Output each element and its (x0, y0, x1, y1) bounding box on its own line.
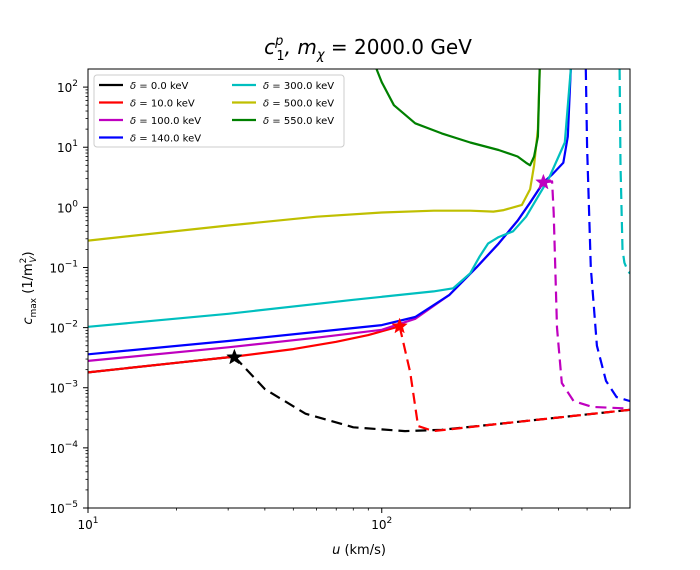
series-4-dashed-line (618, 69, 630, 275)
y-axis-label-var: c (21, 317, 36, 324)
y-tick-label-6: 101 (57, 139, 78, 155)
plot-frame (87, 68, 631, 509)
y-tick-label-4: 10−1 (49, 259, 78, 275)
series-layer (88, 69, 630, 433)
series-1-dashed-line (398, 326, 630, 433)
series-3-dashed-line (584, 69, 630, 403)
y-axis-label-unit-sub: V (29, 256, 39, 263)
y-axis-label-sub: max (29, 297, 39, 317)
series-3-solid-line (88, 69, 572, 356)
y-tick-label-7: 102 (57, 79, 78, 95)
x-axis-label-unit: (km/s) (340, 543, 386, 558)
y-axis-label-unit-sup: 2 (19, 258, 29, 264)
series-4-solid-line (88, 69, 572, 328)
title-subscript: 1 (276, 49, 284, 64)
x-tick-label-0: 101 (77, 516, 98, 532)
title-mass-subscript: χ (316, 48, 326, 63)
x-tick-label-1: 102 (371, 516, 392, 532)
series-2-star-marker (535, 173, 552, 190)
series-6-solid-line (375, 69, 541, 167)
marker-layer (226, 173, 552, 365)
legend-label-5: δ = 500.0 keV (263, 99, 334, 110)
y-tick-label-3: 10−2 (49, 320, 78, 336)
legend-label-4: δ = 300.0 keV (263, 81, 334, 92)
legend-label-3: δ = 140.0 keV (130, 134, 201, 145)
title-mass-value: = 2000.0 GeV (325, 35, 473, 59)
legend: δ = 0.0 keV δ = 10.0 keV δ = 100.0 keV δ = … (93, 74, 345, 148)
x-axis-label: u (km/s) (332, 543, 386, 558)
legend-label-2: δ = 100.0 keV (130, 116, 201, 127)
y-tick-label-2: 10−3 (49, 380, 78, 396)
series-5-solid-line (88, 69, 541, 242)
y-tick-label-0: 10−5 (49, 500, 78, 516)
series-0-star-marker (226, 348, 243, 365)
series-2-dashed-line (543, 180, 630, 410)
y-axis-label-unit: (1/m (21, 263, 36, 298)
y-axis-label: cmax (1/m2V) (19, 251, 39, 324)
y-tick-label-5: 100 (57, 199, 78, 215)
legend-label-1: δ = 10.0 keV (130, 99, 195, 110)
x-axis-label-var: u (332, 543, 340, 558)
y-axis-label-unit-close: ) (21, 251, 36, 256)
tick-layer: 101 102 10−5 10−4 10−3 10−2 10−1 100 101 102 (49, 79, 611, 532)
series-1-star-marker (391, 317, 408, 334)
legend-frame (93, 74, 345, 148)
legend-label-6: δ = 550.0 keV (263, 116, 334, 127)
series-1-solid-line (88, 325, 400, 374)
title-superscript: p (274, 34, 283, 49)
plot-area: 101 102 10−5 10−4 10−3 10−2 10−1 100 101 102 (49, 68, 631, 532)
title-mass-label: , m (285, 35, 317, 59)
chart-title: cp 1, mχ = 2000.0 GeV (264, 34, 472, 64)
legend-label-0: δ = 0.0 keV (130, 81, 189, 92)
y-tick-label-1: 10−4 (49, 440, 78, 456)
title-var: c (264, 35, 275, 59)
legend-items: δ = 0.0 keV δ = 10.0 keV δ = 100.0 keV δ = … (99, 81, 334, 145)
